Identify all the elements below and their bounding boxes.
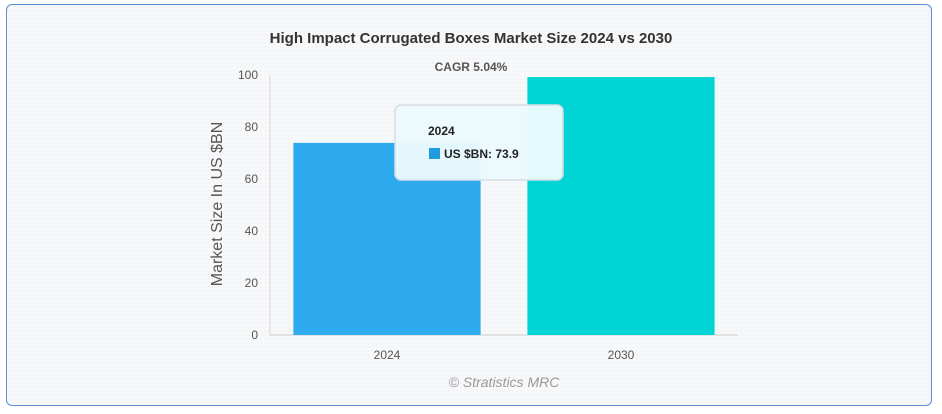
x-axis-ticks: 2024 2030 — [374, 348, 635, 362]
x-tick-label-1: 2030 — [608, 348, 635, 362]
cagr-annotation: CAGR 5.04% — [435, 60, 508, 74]
tooltip-swatch — [429, 148, 440, 159]
y-tick-label-4: 80 — [245, 120, 259, 134]
y-tick-label-0: 0 — [251, 328, 258, 342]
y-tick-label-3: 60 — [245, 172, 259, 186]
y-tick-label-1: 20 — [245, 276, 259, 290]
y-axis-label: Market Size In US $BN — [209, 122, 226, 287]
tooltip: 2024 US $BN: 73.9 — [394, 104, 564, 181]
y-axis-ticks: 0 20 40 60 80 100 — [238, 68, 258, 342]
credit-text: © Stratistics MRC — [449, 374, 561, 390]
y-tick-label-2: 40 — [245, 224, 259, 238]
tooltip-title: 2024 — [428, 124, 455, 138]
y-tick-label-5: 100 — [238, 68, 258, 82]
tooltip-box — [394, 104, 564, 181]
x-tick-label-0: 2024 — [374, 348, 401, 362]
tooltip-label: US $BN: 73.9 — [444, 147, 519, 161]
chart-title: High Impact Corrugated Boxes Market Size… — [270, 30, 673, 47]
